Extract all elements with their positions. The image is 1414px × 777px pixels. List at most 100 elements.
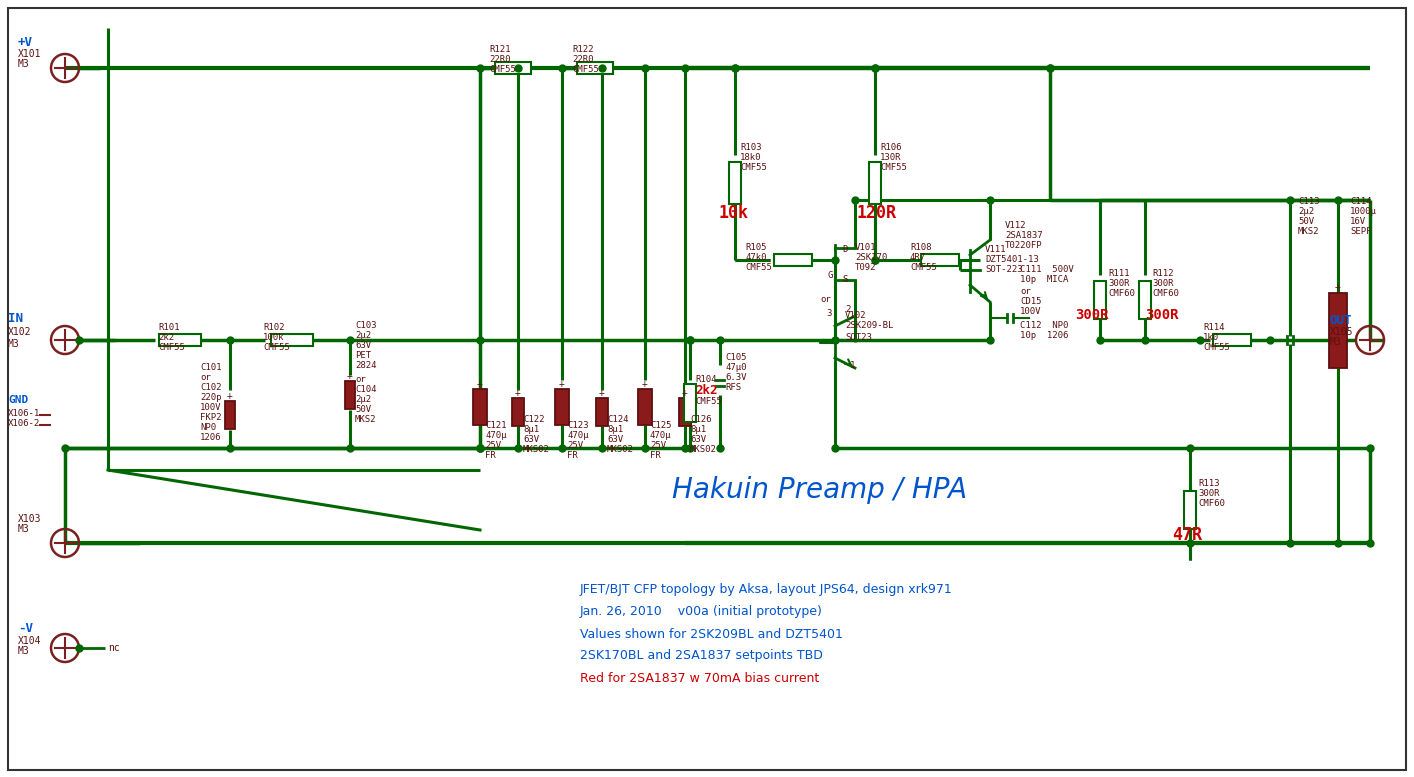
Text: +: + bbox=[559, 379, 566, 389]
Text: C122: C122 bbox=[523, 416, 544, 424]
Bar bbox=[1094, 281, 1106, 319]
Text: 220p: 220p bbox=[199, 392, 222, 402]
Text: X103: X103 bbox=[18, 514, 41, 524]
Text: CMF55: CMF55 bbox=[740, 163, 766, 172]
Text: 300R: 300R bbox=[1152, 280, 1174, 288]
Bar bbox=[595, 398, 608, 426]
Text: +: + bbox=[1335, 283, 1340, 292]
Text: SOT-223: SOT-223 bbox=[986, 266, 1022, 274]
Text: CMF55: CMF55 bbox=[158, 343, 185, 351]
Text: MKS02: MKS02 bbox=[607, 445, 633, 455]
Text: MKS02: MKS02 bbox=[523, 445, 550, 455]
Text: M3: M3 bbox=[1331, 337, 1342, 347]
Text: 470µ: 470µ bbox=[650, 430, 672, 440]
Text: V111: V111 bbox=[986, 246, 1007, 255]
Bar bbox=[345, 381, 355, 409]
Text: 2µ2: 2µ2 bbox=[355, 330, 370, 340]
Text: C125: C125 bbox=[650, 420, 672, 430]
Text: R111: R111 bbox=[1109, 270, 1130, 278]
Bar bbox=[730, 162, 741, 204]
Text: CMF60: CMF60 bbox=[1198, 500, 1225, 508]
Text: FKP2: FKP2 bbox=[199, 413, 222, 421]
Text: +V: +V bbox=[18, 36, 33, 48]
Text: +: + bbox=[477, 379, 484, 389]
Text: X102: X102 bbox=[8, 327, 31, 337]
Text: X104: X104 bbox=[18, 636, 41, 646]
Text: R114: R114 bbox=[1203, 323, 1225, 333]
Text: 22R0: 22R0 bbox=[573, 55, 594, 64]
Text: +: + bbox=[600, 388, 605, 398]
Text: 47µ0: 47µ0 bbox=[725, 364, 747, 372]
Text: D: D bbox=[841, 245, 847, 253]
Text: CMF60: CMF60 bbox=[1152, 290, 1179, 298]
Text: CMF55: CMF55 bbox=[489, 65, 516, 75]
Text: C105: C105 bbox=[725, 354, 747, 363]
Text: or: or bbox=[199, 372, 211, 382]
Text: 130R: 130R bbox=[880, 154, 902, 162]
Text: X101: X101 bbox=[18, 49, 41, 59]
Text: 10p  1206: 10p 1206 bbox=[1019, 330, 1069, 340]
Text: SOT23: SOT23 bbox=[846, 333, 872, 342]
Text: 47k0: 47k0 bbox=[745, 253, 766, 263]
Text: M3: M3 bbox=[8, 339, 20, 349]
Text: R106: R106 bbox=[880, 144, 902, 152]
Text: CMF55: CMF55 bbox=[1203, 343, 1230, 353]
Text: GND: GND bbox=[8, 395, 28, 405]
Bar bbox=[225, 401, 235, 429]
Text: IN: IN bbox=[8, 312, 23, 325]
Text: R108: R108 bbox=[911, 243, 932, 253]
Bar bbox=[495, 62, 532, 74]
Text: C104: C104 bbox=[355, 385, 376, 395]
Text: S: S bbox=[841, 276, 847, 284]
Text: CMF55: CMF55 bbox=[745, 263, 772, 273]
Text: C101: C101 bbox=[199, 363, 222, 371]
Bar bbox=[1329, 292, 1348, 368]
Text: Values shown for 2SK209BL and DZT5401: Values shown for 2SK209BL and DZT5401 bbox=[580, 628, 843, 640]
Text: CMF55: CMF55 bbox=[696, 398, 723, 406]
Bar bbox=[684, 384, 696, 422]
Text: or: or bbox=[1019, 287, 1031, 297]
Text: FR: FR bbox=[485, 451, 496, 459]
Text: nc: nc bbox=[107, 643, 120, 653]
Text: 1: 1 bbox=[850, 361, 855, 370]
Bar bbox=[638, 389, 652, 425]
Text: CMF60: CMF60 bbox=[1109, 290, 1135, 298]
Text: 470µ: 470µ bbox=[485, 430, 506, 440]
Text: M3: M3 bbox=[18, 524, 30, 534]
Text: 2SA1837: 2SA1837 bbox=[1005, 231, 1042, 239]
Bar bbox=[870, 162, 881, 204]
Text: 6.3V: 6.3V bbox=[725, 374, 747, 382]
Text: +: + bbox=[346, 371, 354, 381]
Text: MKS02: MKS02 bbox=[690, 445, 717, 455]
Bar bbox=[921, 254, 959, 266]
Text: CMF55: CMF55 bbox=[573, 65, 600, 75]
Text: 22R0: 22R0 bbox=[489, 55, 510, 64]
Text: CD15: CD15 bbox=[1019, 298, 1042, 306]
Bar bbox=[1213, 334, 1251, 346]
Bar bbox=[577, 62, 614, 74]
Text: 63V: 63V bbox=[690, 435, 706, 444]
Text: +: + bbox=[228, 391, 233, 401]
Text: C111  500V: C111 500V bbox=[1019, 266, 1073, 274]
Text: 2k2: 2k2 bbox=[696, 384, 717, 396]
Text: M3: M3 bbox=[18, 646, 30, 656]
Text: R101: R101 bbox=[158, 322, 180, 332]
Text: +: + bbox=[642, 379, 648, 389]
Text: T092: T092 bbox=[855, 263, 877, 273]
Text: or: or bbox=[355, 375, 366, 385]
Text: C113: C113 bbox=[1298, 197, 1319, 207]
Text: 10k: 10k bbox=[718, 204, 748, 222]
Text: 1000µ: 1000µ bbox=[1350, 207, 1377, 217]
Text: 16V: 16V bbox=[1350, 218, 1366, 227]
Text: SEPF: SEPF bbox=[1350, 228, 1372, 236]
Text: 300R: 300R bbox=[1198, 490, 1219, 499]
Text: R113: R113 bbox=[1198, 479, 1219, 489]
Text: 300R: 300R bbox=[1145, 308, 1178, 322]
Text: V112: V112 bbox=[1005, 221, 1027, 229]
Text: X106-1: X106-1 bbox=[8, 409, 40, 417]
Text: +: + bbox=[515, 388, 520, 398]
Text: R105: R105 bbox=[745, 243, 766, 253]
Text: 1206: 1206 bbox=[199, 433, 222, 441]
Text: 8µ1: 8µ1 bbox=[523, 426, 539, 434]
Text: FR: FR bbox=[567, 451, 578, 459]
